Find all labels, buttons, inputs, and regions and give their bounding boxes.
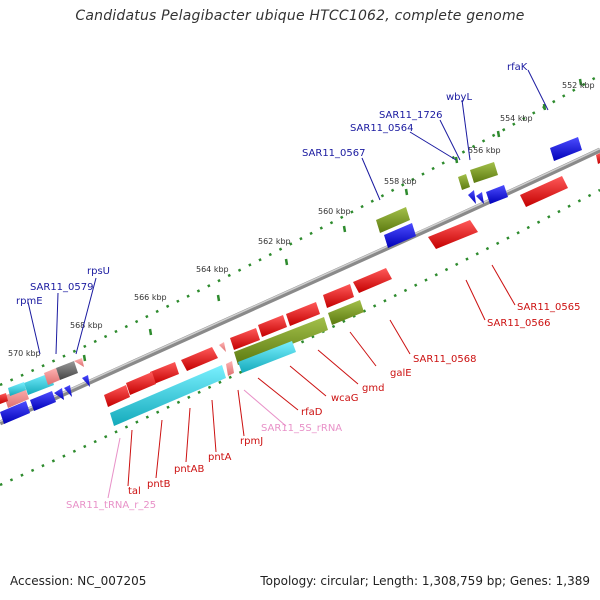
gene-gray-rpsU [56, 361, 78, 380]
labels-bottom: SAR11_0565 SAR11_0566 SAR11_0568 galE gm… [66, 302, 581, 511]
gene-pink-rpsU [74, 358, 84, 367]
gene-red-pntAB [126, 372, 156, 395]
label-SAR11_1726: SAR11_1726 [379, 110, 443, 121]
inner-strand-genes [0, 153, 600, 426]
label-gmd: gmd [362, 383, 384, 394]
gene-blue-small-a [468, 190, 476, 204]
label-SAR11_0567: SAR11_0567 [302, 148, 366, 159]
label-rfaK: rfaK [507, 62, 528, 73]
genome-summary-text: Topology: circular; Length: 1,308,759 bp… [260, 574, 590, 588]
outer-strand-genes [0, 137, 582, 408]
label-SAR11_tRNA_r_25: SAR11_tRNA_r_25 [66, 500, 156, 511]
gene-blue-0567 [384, 223, 416, 248]
gene-pink-rpmJ [226, 361, 234, 376]
label-galE: galE [390, 368, 412, 379]
gene-blue-left-b [30, 391, 56, 411]
tick-mark [148, 328, 153, 336]
gene-blue-left-a [0, 401, 30, 424]
gene-red-rfaD [181, 347, 218, 371]
gene-red-0568-b [353, 268, 392, 293]
tick-label: 554 kbp [500, 114, 533, 123]
label-SAR11_0564: SAR11_0564 [350, 123, 414, 134]
gene-cyan-5S [238, 341, 296, 373]
label-pntAB: pntAB [174, 464, 204, 475]
label-pntA: pntA [208, 452, 232, 463]
tick-mark [342, 225, 347, 233]
gene-red-0568-a [323, 284, 354, 308]
label-rpmJ: rpmJ [240, 436, 263, 447]
genome-backbone [0, 147, 600, 426]
gene-blue-rfaK [550, 137, 582, 161]
label-rfaD: rfaD [301, 407, 323, 418]
gene-pink-0579 [44, 368, 60, 385]
tick-label: 558 kbp [384, 177, 417, 186]
tick-mark [216, 294, 221, 302]
gene-green-wbyL [458, 174, 470, 190]
major-tick-marks [82, 78, 583, 362]
tick-label: 564 kbp [196, 265, 229, 274]
tick-mark [284, 258, 289, 266]
gene-green-galE [234, 317, 328, 365]
tick-label: 552 kbp [562, 81, 595, 90]
tick-mark [496, 130, 501, 138]
gene-blue-left-c [54, 388, 64, 400]
label-pntB: pntB [147, 479, 171, 490]
tick-mark [578, 78, 583, 86]
map-title: Candidatus Pelagibacter ubique HTCC1062,… [75, 8, 525, 24]
label-SAR11_0579: SAR11_0579 [30, 282, 94, 293]
gene-red-tal [104, 385, 130, 407]
tick-label: 568 kbp [70, 321, 103, 330]
tick-label: 566 kbp [134, 293, 167, 302]
tick-mark [82, 354, 87, 362]
tick-labels: 552 kbp 554 kbp 556 kbp 558 kbp 560 kbp 562 k… [8, 81, 595, 358]
tick-label: 570 kbp [8, 349, 41, 358]
gene-red-far-right [596, 153, 600, 164]
gene-green-0567 [376, 207, 410, 233]
tick-mark [454, 156, 459, 164]
gene-red-gmd [258, 315, 287, 337]
gene-green-1726 [470, 162, 498, 183]
label-wcaG: wcaG [331, 393, 359, 404]
gene-cyan-left [8, 382, 26, 396]
tick-label: 556 kbp [468, 146, 501, 155]
gene-blue-small-b [476, 192, 484, 204]
gene-blue-0564 [486, 185, 508, 204]
gene-red-pntA [150, 362, 179, 384]
gene-green-0568 [328, 300, 364, 325]
gene-pink-small [219, 342, 226, 352]
gene-blue-left-e [82, 375, 90, 387]
label-wbyL: wbyL [446, 92, 472, 103]
gene-red-galE [286, 302, 320, 326]
label-rpsU: rpsU [87, 266, 110, 277]
accession-text: Accession: NC_007205 [10, 574, 147, 588]
label-SAR11_0565: SAR11_0565 [517, 302, 581, 313]
tick-label: 562 kbp [258, 237, 291, 246]
tick-mark [404, 188, 409, 196]
gene-red-0566 [428, 220, 478, 249]
label-SAR11_0568: SAR11_0568 [413, 354, 477, 365]
label-SAR11_0566: SAR11_0566 [487, 318, 551, 329]
gene-pink-rpmE [4, 387, 29, 408]
tick-mark [542, 103, 547, 111]
gene-blue-left-d [64, 385, 72, 397]
label-tal: tal [128, 486, 141, 497]
gene-red-0565 [520, 176, 568, 207]
gene-cyan-pnt [110, 365, 226, 426]
label-connectors [27, 69, 549, 499]
labels-top: rfaK wbyL SAR11_1726 SAR11_0564 SAR11_05… [16, 62, 528, 307]
gene-red-left [0, 393, 8, 404]
label-rpmE: rpmE [16, 296, 43, 307]
gene-red-wcaG [230, 328, 260, 350]
label-SAR11_5S_rRNA: SAR11_5S_rRNA [261, 423, 342, 434]
tick-label: 560 kbp [318, 207, 351, 216]
